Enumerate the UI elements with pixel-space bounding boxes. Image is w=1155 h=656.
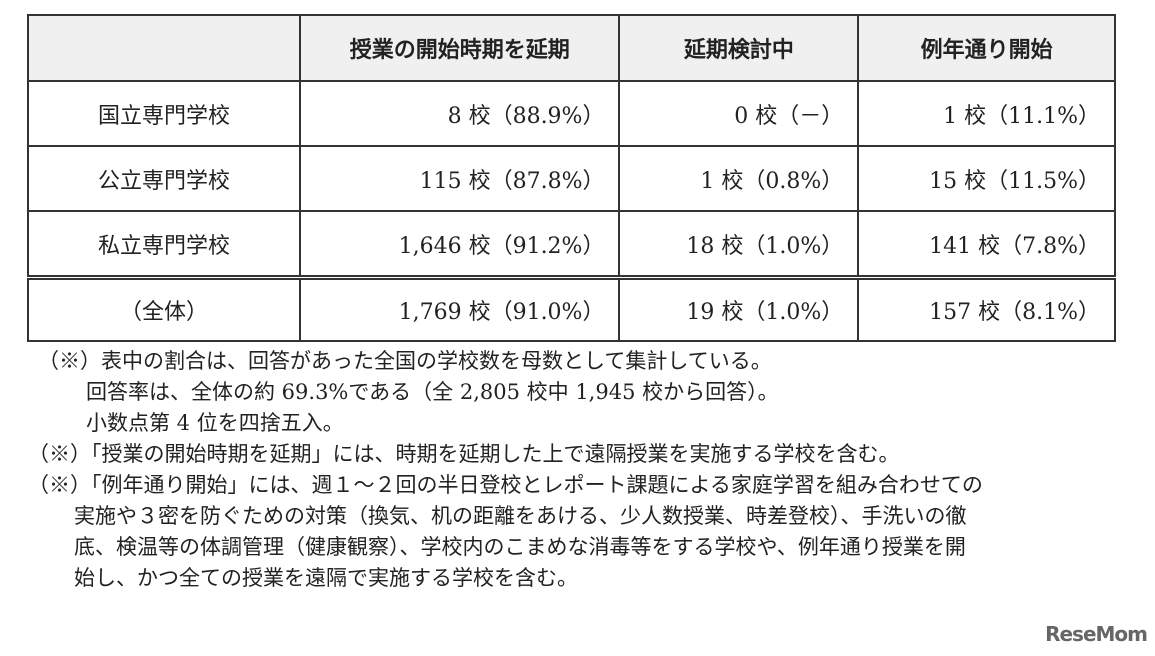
- table-total-row: （全体） 1,769 校（91.0%） 19 校（1.0%） 157 校（8.1…: [27, 275, 1116, 342]
- cell: 1,646 校（91.2%）: [298, 210, 621, 279]
- note-1: （※）表中の割合は、回答があった全国の学校数を母数として集計している。: [38, 349, 772, 373]
- header-postponed: 授業の開始時期を延期: [298, 14, 621, 82]
- row-label: 国立専門学校: [27, 80, 301, 147]
- school-status-table: 授業の開始時期を延期 延期検討中 例年通り開始 国立専門学校 8 校（88.9%…: [27, 14, 1116, 342]
- cell: 0 校（－）: [618, 80, 860, 147]
- row-label: （全体）: [27, 275, 301, 342]
- row-label: 公立専門学校: [27, 145, 301, 212]
- resemom-logo: ReseMom: [1045, 622, 1148, 646]
- header-considering: 延期検討中: [618, 14, 860, 82]
- header-normal-start: 例年通り開始: [857, 14, 1116, 82]
- cell: 157 校（8.1%）: [857, 275, 1116, 342]
- table-header-row: 授業の開始時期を延期 延期検討中 例年通り開始: [27, 14, 1116, 82]
- note-1-rounding: 小数点第 4 位を四捨五入。: [86, 411, 344, 435]
- note-3-line-4: 始し、かつ全ての授業を遠隔で実施する学校を含む。: [74, 566, 578, 590]
- table-row: 公立専門学校 115 校（87.8%） 1 校（0.8%） 15 校（11.5%…: [27, 145, 1116, 212]
- cell: 18 校（1.0%）: [618, 210, 860, 279]
- cell: 15 校（11.5%）: [857, 145, 1116, 212]
- table-row: 国立専門学校 8 校（88.9%） 0 校（－） 1 校（11.1%）: [27, 80, 1116, 147]
- cell: 1,769 校（91.0%）: [298, 275, 621, 342]
- note-2: （※）「授業の開始時期を延期」には、時期を延期した上で遠隔授業を実施する学校を含…: [28, 442, 900, 466]
- cell: 8 校（88.9%）: [298, 80, 621, 147]
- note-3-line-2: 実施や３密を防ぐための対策（換気、机の距離をあける、少人数授業、時差登校）、手洗…: [74, 504, 967, 528]
- cell: 1 校（0.8%）: [618, 145, 860, 212]
- note-3: （※）「例年通り開始」には、週１～２回の半日登校とレポート課題による家庭学習を組…: [28, 473, 983, 497]
- cell: 19 校（1.0%）: [618, 275, 860, 342]
- header-blank: [27, 14, 301, 82]
- note-3-line-3: 底、検温等の体調管理（健康観察）、学校内のこまめな消毒等をする学校や、例年通り授…: [74, 535, 966, 559]
- footnotes: （※）表中の割合は、回答があった全国の学校数を母数として集計している。 回答率は…: [28, 346, 1118, 594]
- row-label: 私立専門学校: [27, 210, 301, 279]
- cell: 115 校（87.8%）: [298, 145, 621, 212]
- note-1-response-rate: 回答率は、全体の約 69.3%である（全 2,805 校中 1,945 校から回…: [86, 380, 779, 404]
- table-row: 私立専門学校 1,646 校（91.2%） 18 校（1.0%） 141 校（7…: [27, 210, 1116, 279]
- cell: 1 校（11.1%）: [857, 80, 1116, 147]
- cell: 141 校（7.8%）: [857, 210, 1116, 279]
